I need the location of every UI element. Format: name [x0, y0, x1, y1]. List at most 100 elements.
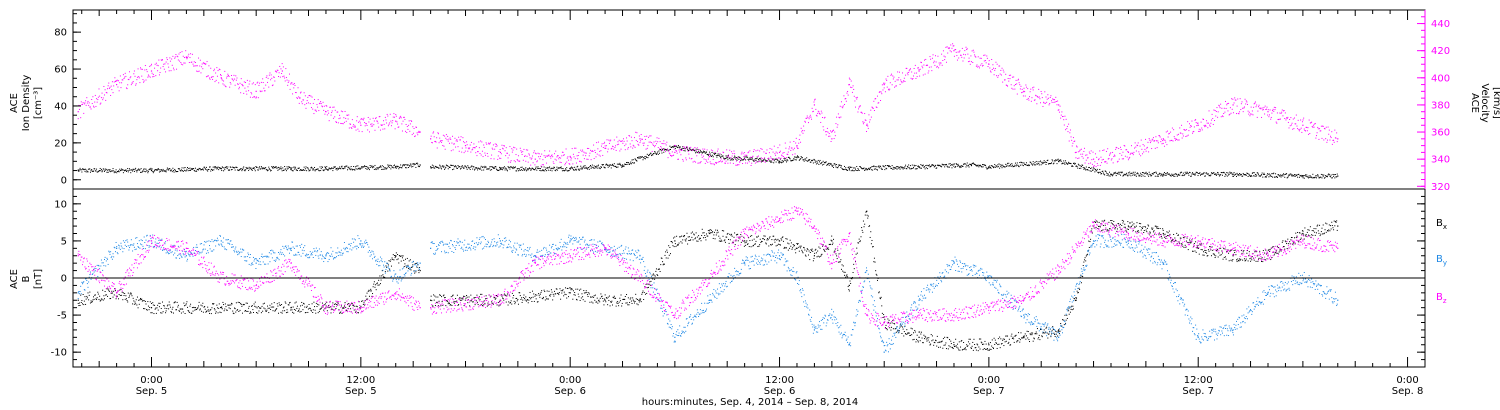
density-dot [161, 170, 163, 172]
velocity-dot [110, 85, 112, 87]
density-dot [1279, 174, 1281, 176]
velocity-dot [320, 101, 322, 103]
velocity-dot [806, 117, 808, 119]
density-dot [928, 165, 930, 167]
bx-dot [304, 306, 306, 308]
velocity-dot [432, 132, 434, 134]
bx-dot [301, 301, 303, 303]
density-dot [1100, 173, 1102, 175]
velocity-dot [699, 149, 701, 151]
bx-dot [479, 299, 481, 301]
density-dot [569, 167, 571, 169]
density-dot [265, 169, 267, 171]
bx-dot [494, 297, 496, 299]
velocity-dot [161, 59, 163, 61]
density-dot [116, 172, 118, 174]
velocity-dot [102, 99, 104, 101]
velocity-dot [596, 142, 598, 144]
density-dot [467, 165, 469, 167]
velocity-dot [1238, 113, 1240, 115]
velocity-dot [1242, 111, 1244, 113]
velocity-dot [1157, 140, 1159, 142]
density-dot [463, 167, 465, 169]
velocity-dot [1153, 140, 1155, 142]
velocity-dot [920, 62, 922, 64]
density-dot [575, 169, 577, 171]
density-dot [1124, 174, 1126, 176]
density-dot [345, 165, 347, 167]
velocity-dot [198, 70, 200, 72]
bx-dot [112, 296, 114, 298]
velocity-dot [831, 131, 833, 133]
velocity-dot [735, 160, 737, 162]
density-dot [280, 166, 282, 168]
density-dot [943, 164, 945, 166]
velocity-dot [746, 162, 748, 164]
density-dot [303, 169, 305, 171]
density-dot [1030, 163, 1032, 165]
velocity-dot [702, 155, 704, 157]
velocity-dot [375, 117, 377, 119]
bx-dot [462, 298, 464, 300]
density-dot [898, 166, 900, 168]
bx-dot [205, 311, 207, 313]
density-dot [742, 159, 744, 161]
bx-point [430, 299, 432, 301]
density-dot [304, 169, 306, 171]
velocity-dot [132, 81, 134, 83]
density-dot [652, 154, 654, 156]
density-dot [1241, 175, 1243, 177]
velocity-dot [989, 67, 991, 69]
density-dot [986, 168, 988, 170]
density-dot [687, 148, 689, 150]
density-dot [384, 167, 386, 169]
velocity-dot [543, 155, 545, 157]
density-dot [786, 161, 788, 163]
velocity-dot [1294, 123, 1296, 125]
velocity-dot [1226, 104, 1228, 106]
velocity-dot [320, 103, 322, 105]
density-dot [205, 166, 207, 168]
bx-dot [484, 302, 486, 304]
density-dot [441, 165, 443, 167]
velocity-dot [650, 135, 652, 137]
density-dot [306, 170, 308, 172]
velocity-dot [1129, 153, 1131, 155]
density-dot [584, 165, 586, 167]
bx-dot [138, 299, 140, 301]
velocity-dot [765, 152, 767, 154]
bx-dot [145, 303, 147, 305]
density-dot [1158, 173, 1160, 175]
velocity-dot [1016, 93, 1018, 95]
velocity-dot [357, 128, 359, 130]
density-dot [1317, 174, 1319, 176]
velocity-dot [541, 153, 543, 155]
velocity-dot [1290, 124, 1292, 126]
velocity-dot [1299, 128, 1301, 130]
velocity-dot [1072, 137, 1074, 139]
velocity-dot [521, 153, 523, 155]
velocity-dot [1183, 129, 1185, 131]
velocity-dot [787, 151, 789, 153]
density-dot [824, 162, 826, 164]
bx-dot [133, 303, 135, 305]
velocity-dot [818, 111, 820, 113]
bx-dot [243, 303, 245, 305]
density-dot [675, 145, 677, 147]
velocity-dot [238, 88, 240, 90]
density-dot [133, 169, 135, 171]
velocity-dot [309, 103, 311, 105]
density-dot [556, 166, 558, 168]
density-dot [142, 170, 144, 172]
bx-dot [503, 293, 505, 295]
bx-dot [268, 312, 270, 314]
velocity-dot [790, 147, 792, 149]
velocity-dot [84, 102, 86, 104]
velocity-dot [364, 122, 366, 124]
density-dot [936, 167, 938, 169]
density-dot [758, 159, 760, 161]
bx-dot [250, 312, 252, 314]
density-dot [619, 164, 621, 166]
velocity-dot [367, 129, 369, 131]
bx-dot [354, 311, 356, 313]
